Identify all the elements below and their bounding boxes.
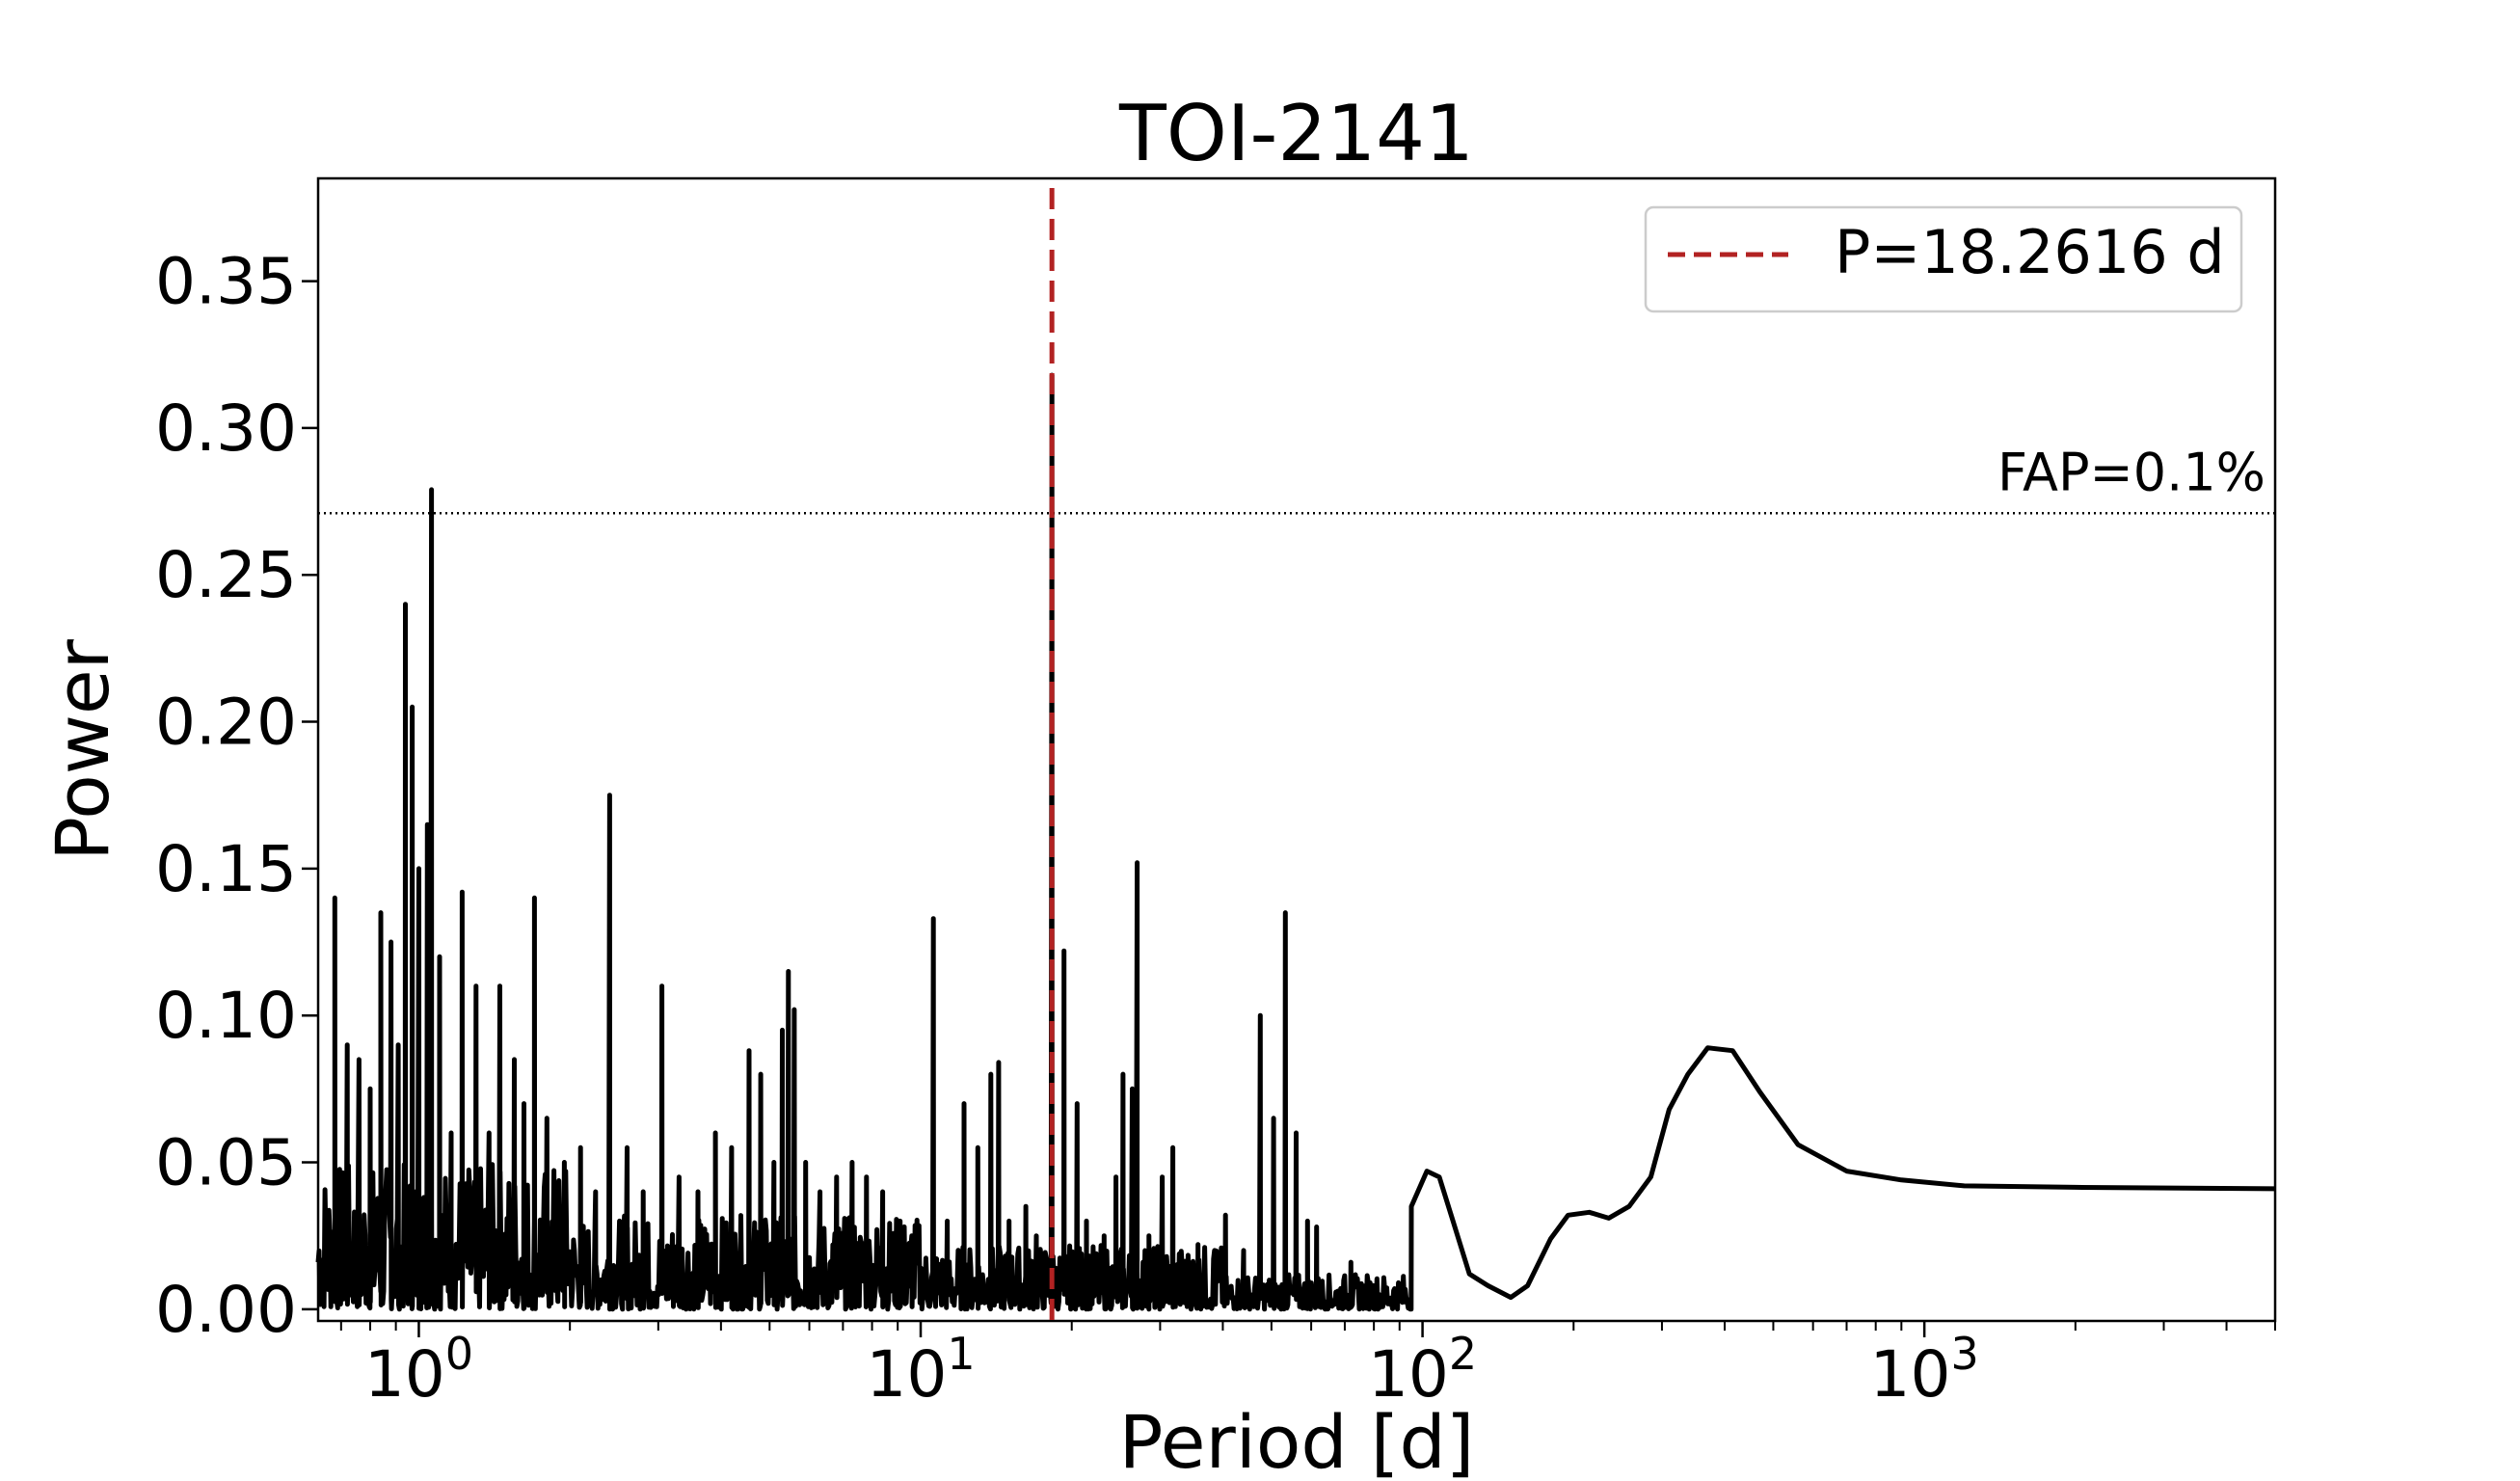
x-tick-label: 100 — [364, 1328, 473, 1412]
y-tick-label: 0.25 — [155, 538, 297, 612]
legend: P=18.2616 d — [1644, 205, 2243, 313]
x-axis: 100 101 102 103 — [339, 1321, 2276, 1412]
y-tick-label: 0.10 — [155, 979, 297, 1053]
legend-box — [1644, 205, 2243, 313]
x-tick-label: 103 — [1870, 1328, 1979, 1412]
legend-label: P=18.2616 d — [1835, 217, 2225, 287]
y-tick-label: 0.35 — [155, 245, 297, 319]
y-axis: 0.00 0.05 0.10 0.15 0.20 0.25 0.30 0.35 — [155, 245, 318, 1347]
plot-frame — [316, 176, 2277, 1323]
y-tick-label: 0.20 — [155, 686, 297, 760]
y-tick-label: 0.05 — [155, 1126, 297, 1200]
y-tick-label: 0.30 — [155, 391, 297, 466]
y-tick-label: 0.15 — [155, 832, 297, 906]
fap-label: FAP=0.1% — [1997, 442, 2265, 502]
x-axis-label: Period [d] — [1119, 1399, 1475, 1481]
periodogram-line — [315, 372, 2276, 1312]
chart-title: TOI-2141 — [1118, 89, 1474, 178]
periodogram-line-group — [315, 372, 2276, 1312]
x-tick-label: 102 — [1368, 1328, 1477, 1412]
plot-area: FAP=0.1% — [315, 176, 2277, 1323]
x-tick-label: 101 — [866, 1328, 975, 1412]
y-tick-label: 0.00 — [155, 1273, 297, 1347]
y-axis-label: Power — [40, 638, 125, 861]
